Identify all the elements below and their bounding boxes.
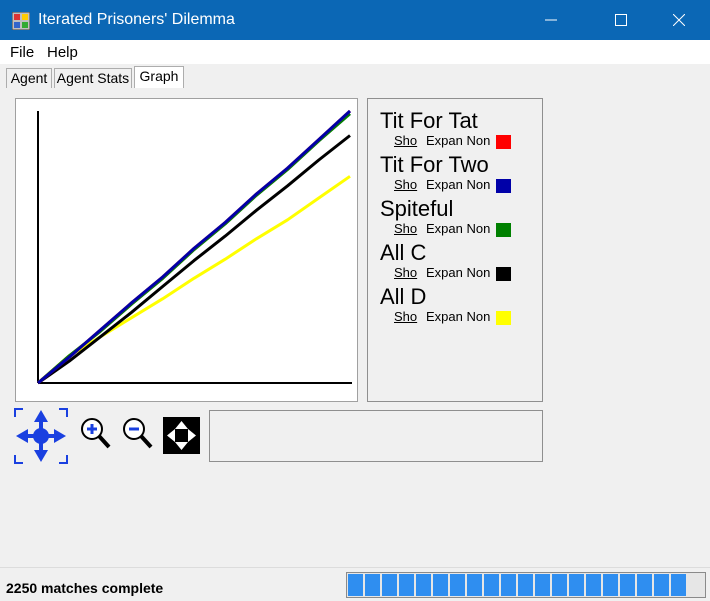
show-link[interactable]: Sho <box>394 309 418 324</box>
series-line <box>37 134 351 385</box>
minimize-icon <box>545 19 557 21</box>
minimize-button[interactable] <box>528 0 574 40</box>
legend-entry: All C Sho Expan Non <box>380 241 540 285</box>
progress-bar <box>346 572 706 598</box>
color-swatch[interactable] <box>496 267 511 281</box>
progress-segment <box>620 574 635 596</box>
legend-entry: Tit For Tat Sho Expan Non <box>380 109 540 153</box>
progress-segment <box>382 574 397 596</box>
legend-entry: Spiteful Sho Expan Non <box>380 197 540 241</box>
legend-name: All D <box>380 284 427 309</box>
progress-segment <box>586 574 601 596</box>
menu-help[interactable]: Help <box>47 44 78 61</box>
window-title: Iterated Prisoners' Dilemma <box>38 11 235 28</box>
legend-name: All C <box>380 240 427 265</box>
progress-segment <box>501 574 516 596</box>
tab-strip: Agent Agent Stats Graph <box>0 64 710 88</box>
legend-entry: Tit For Two Sho Expan Non <box>380 153 540 197</box>
tab-graph[interactable]: Graph <box>134 66 184 88</box>
menu-bar: File Help <box>0 40 710 64</box>
pan-button[interactable] <box>14 408 68 469</box>
app-icon <box>12 12 30 30</box>
progress-segment <box>637 574 652 596</box>
tab-agent-stats[interactable]: Agent Stats <box>54 68 132 88</box>
pan-icon <box>14 408 68 464</box>
progress-segment <box>467 574 482 596</box>
expand-label[interactable]: Expan Non <box>426 265 491 280</box>
legend-name: Tit For Two <box>380 152 489 177</box>
progress-segment <box>399 574 414 596</box>
fit-icon <box>163 417 200 454</box>
show-link[interactable]: Sho <box>394 265 418 280</box>
progress-segment <box>484 574 499 596</box>
maximize-icon <box>615 14 627 26</box>
zoom-in-button[interactable] <box>78 416 112 455</box>
info-box <box>209 410 543 462</box>
show-link[interactable]: Sho <box>394 177 418 192</box>
maximize-button[interactable] <box>598 0 644 40</box>
progress-segment <box>535 574 550 596</box>
zoom-in-icon <box>81 418 111 449</box>
status-bar: 2250 matches complete <box>0 567 710 601</box>
legend-name: Tit For Tat <box>380 108 478 133</box>
score-chart <box>37 109 352 385</box>
color-swatch[interactable] <box>496 311 511 325</box>
progress-segment <box>518 574 533 596</box>
legend-entry: All D Sho Expan Non <box>380 285 540 329</box>
zoom-out-icon <box>123 418 153 449</box>
legend-panel: Tit For Tat Sho Expan Non Tit For Two Sh… <box>367 98 543 402</box>
progress-segment <box>348 574 363 596</box>
progress-segment <box>450 574 465 596</box>
series-line <box>37 175 351 385</box>
color-swatch[interactable] <box>496 223 511 237</box>
menu-file[interactable]: File <box>10 44 35 61</box>
series-line <box>37 109 352 385</box>
progress-segment <box>365 574 380 596</box>
progress-segment <box>552 574 567 596</box>
progress-segment <box>569 574 584 596</box>
zoom-out-button[interactable] <box>120 416 154 455</box>
progress-segment <box>603 574 618 596</box>
legend-name: Spiteful <box>380 196 454 221</box>
show-link[interactable]: Sho <box>394 133 418 148</box>
title-bar: Iterated Prisoners' Dilemma <box>0 0 710 40</box>
show-link[interactable]: Sho <box>394 221 418 236</box>
color-swatch[interactable] <box>496 135 511 149</box>
graph-panel[interactable] <box>15 98 358 402</box>
tab-agent[interactable]: Agent <box>6 68 52 88</box>
close-button[interactable] <box>656 0 702 40</box>
expand-label[interactable]: Expan Non <box>426 177 491 192</box>
expand-label[interactable]: Expan Non <box>426 221 491 236</box>
progress-segment <box>671 574 686 596</box>
progress-segment <box>416 574 431 596</box>
fit-button[interactable] <box>163 417 200 459</box>
progress-segment <box>654 574 669 596</box>
color-swatch[interactable] <box>496 179 511 193</box>
status-text: 2250 matches complete <box>6 580 164 596</box>
expand-label[interactable]: Expan Non <box>426 309 491 324</box>
close-icon <box>673 14 685 26</box>
progress-segment <box>433 574 448 596</box>
expand-label[interactable]: Expan Non <box>426 133 491 148</box>
